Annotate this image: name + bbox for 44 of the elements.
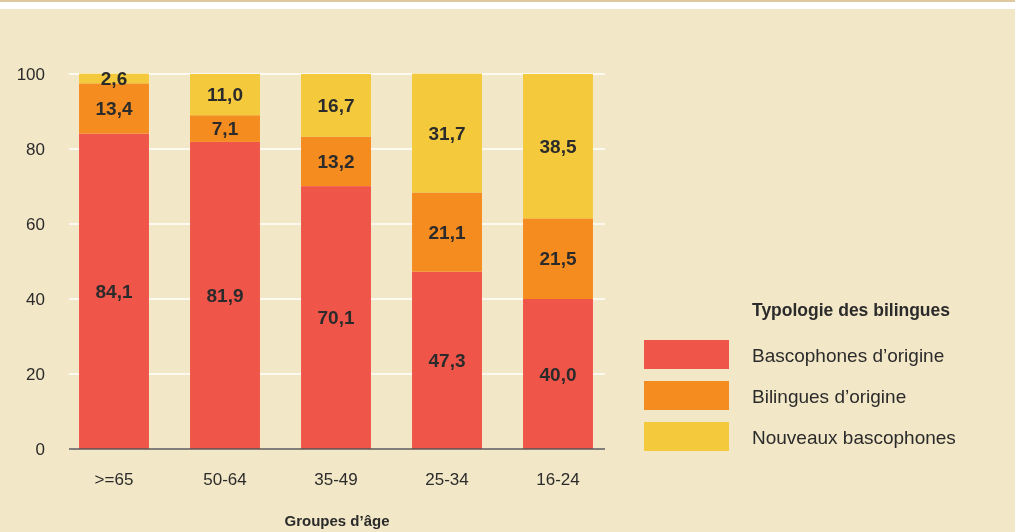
x-tick-label: 16-24 — [536, 469, 580, 489]
data-label: 84,1 — [95, 280, 133, 302]
data-label: 21,5 — [539, 248, 577, 270]
legend-title: Typologie des bilingues — [752, 300, 951, 320]
data-label: 21,1 — [428, 221, 466, 243]
legend-label: Bilingues d’origine — [752, 385, 907, 407]
bar — [301, 136, 371, 187]
data-label: 11,0 — [207, 84, 243, 106]
x-tick-label: >=65 — [94, 469, 134, 489]
data-label: 31,7 — [428, 122, 466, 144]
legend-label: Bascophones d’origine — [752, 344, 945, 366]
bar — [412, 192, 482, 272]
data-label: 38,5 — [539, 135, 577, 157]
bar — [523, 74, 593, 219]
bar — [412, 73, 482, 193]
data-label: 40,0 — [539, 363, 577, 385]
data-label: 81,9 — [206, 284, 244, 306]
bar — [190, 115, 260, 142]
data-label: 13,4 — [95, 98, 133, 119]
x-tick-label: 50-64 — [203, 469, 247, 489]
bar — [79, 133, 149, 449]
bar — [523, 299, 593, 449]
bar — [523, 218, 593, 299]
data-label: 70,1 — [317, 307, 355, 329]
bar — [190, 141, 260, 449]
data-label: 7,1 — [211, 118, 239, 140]
data-label: 13,2 — [317, 150, 355, 172]
x-tick-label: 25-34 — [425, 469, 469, 489]
bar — [301, 186, 371, 449]
y-tick-label: 0 — [35, 439, 45, 459]
x-axis-title: Groupes d’âge — [284, 511, 390, 529]
bar — [190, 74, 260, 116]
data-label: 47,3 — [428, 349, 466, 371]
y-tick-label: 20 — [26, 364, 45, 384]
y-tick-label: 100 — [16, 64, 45, 84]
x-tick-label: 35-49 — [314, 469, 358, 489]
data-label: 2,6 — [100, 68, 128, 89]
data-label: 16,7 — [317, 94, 355, 116]
y-tick-label: 60 — [26, 214, 45, 234]
bar — [412, 271, 482, 449]
y-tick-label: 80 — [26, 139, 45, 159]
legend-label: Nouveaux bascophones — [752, 426, 956, 448]
bar — [301, 74, 371, 137]
y-tick-label: 40 — [26, 289, 45, 309]
